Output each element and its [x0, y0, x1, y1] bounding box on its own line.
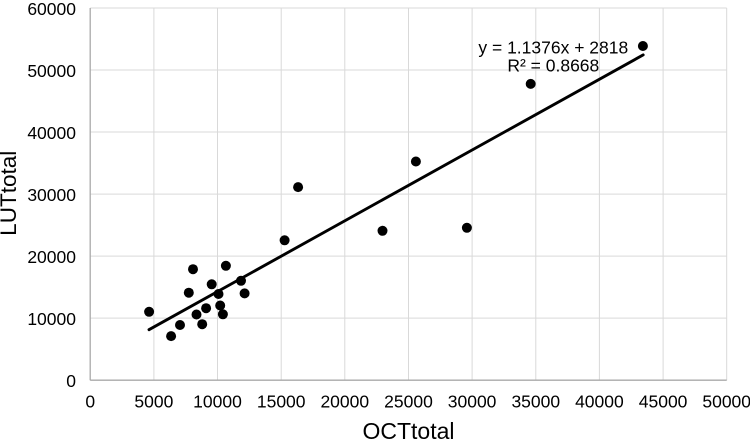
svg-text:0: 0 [66, 371, 76, 391]
svg-text:40000: 40000 [575, 392, 624, 412]
svg-text:0: 0 [85, 392, 95, 412]
svg-text:25000: 25000 [384, 392, 433, 412]
svg-text:15000: 15000 [257, 392, 306, 412]
svg-text:40000: 40000 [27, 123, 76, 143]
svg-text:45000: 45000 [639, 392, 688, 412]
svg-text:10000: 10000 [27, 309, 76, 329]
svg-text:50000: 50000 [702, 392, 750, 412]
svg-text:35000: 35000 [511, 392, 560, 412]
svg-text:10000: 10000 [193, 392, 242, 412]
svg-text:OCTtotal: OCTtotal [362, 418, 454, 439]
svg-text:R² = 0.8668: R² = 0.8668 [507, 55, 599, 75]
svg-text:y = 1.1376x + 2818: y = 1.1376x + 2818 [478, 38, 628, 58]
svg-text:5000: 5000 [134, 392, 173, 412]
svg-text:30000: 30000 [27, 185, 76, 205]
svg-text:50000: 50000 [27, 61, 76, 81]
svg-text:30000: 30000 [448, 392, 497, 412]
svg-text:20000: 20000 [320, 392, 369, 412]
svg-text:LUTtotal: LUTtotal [0, 151, 21, 236]
svg-text:20000: 20000 [27, 247, 76, 267]
svg-text:60000: 60000 [27, 0, 76, 19]
